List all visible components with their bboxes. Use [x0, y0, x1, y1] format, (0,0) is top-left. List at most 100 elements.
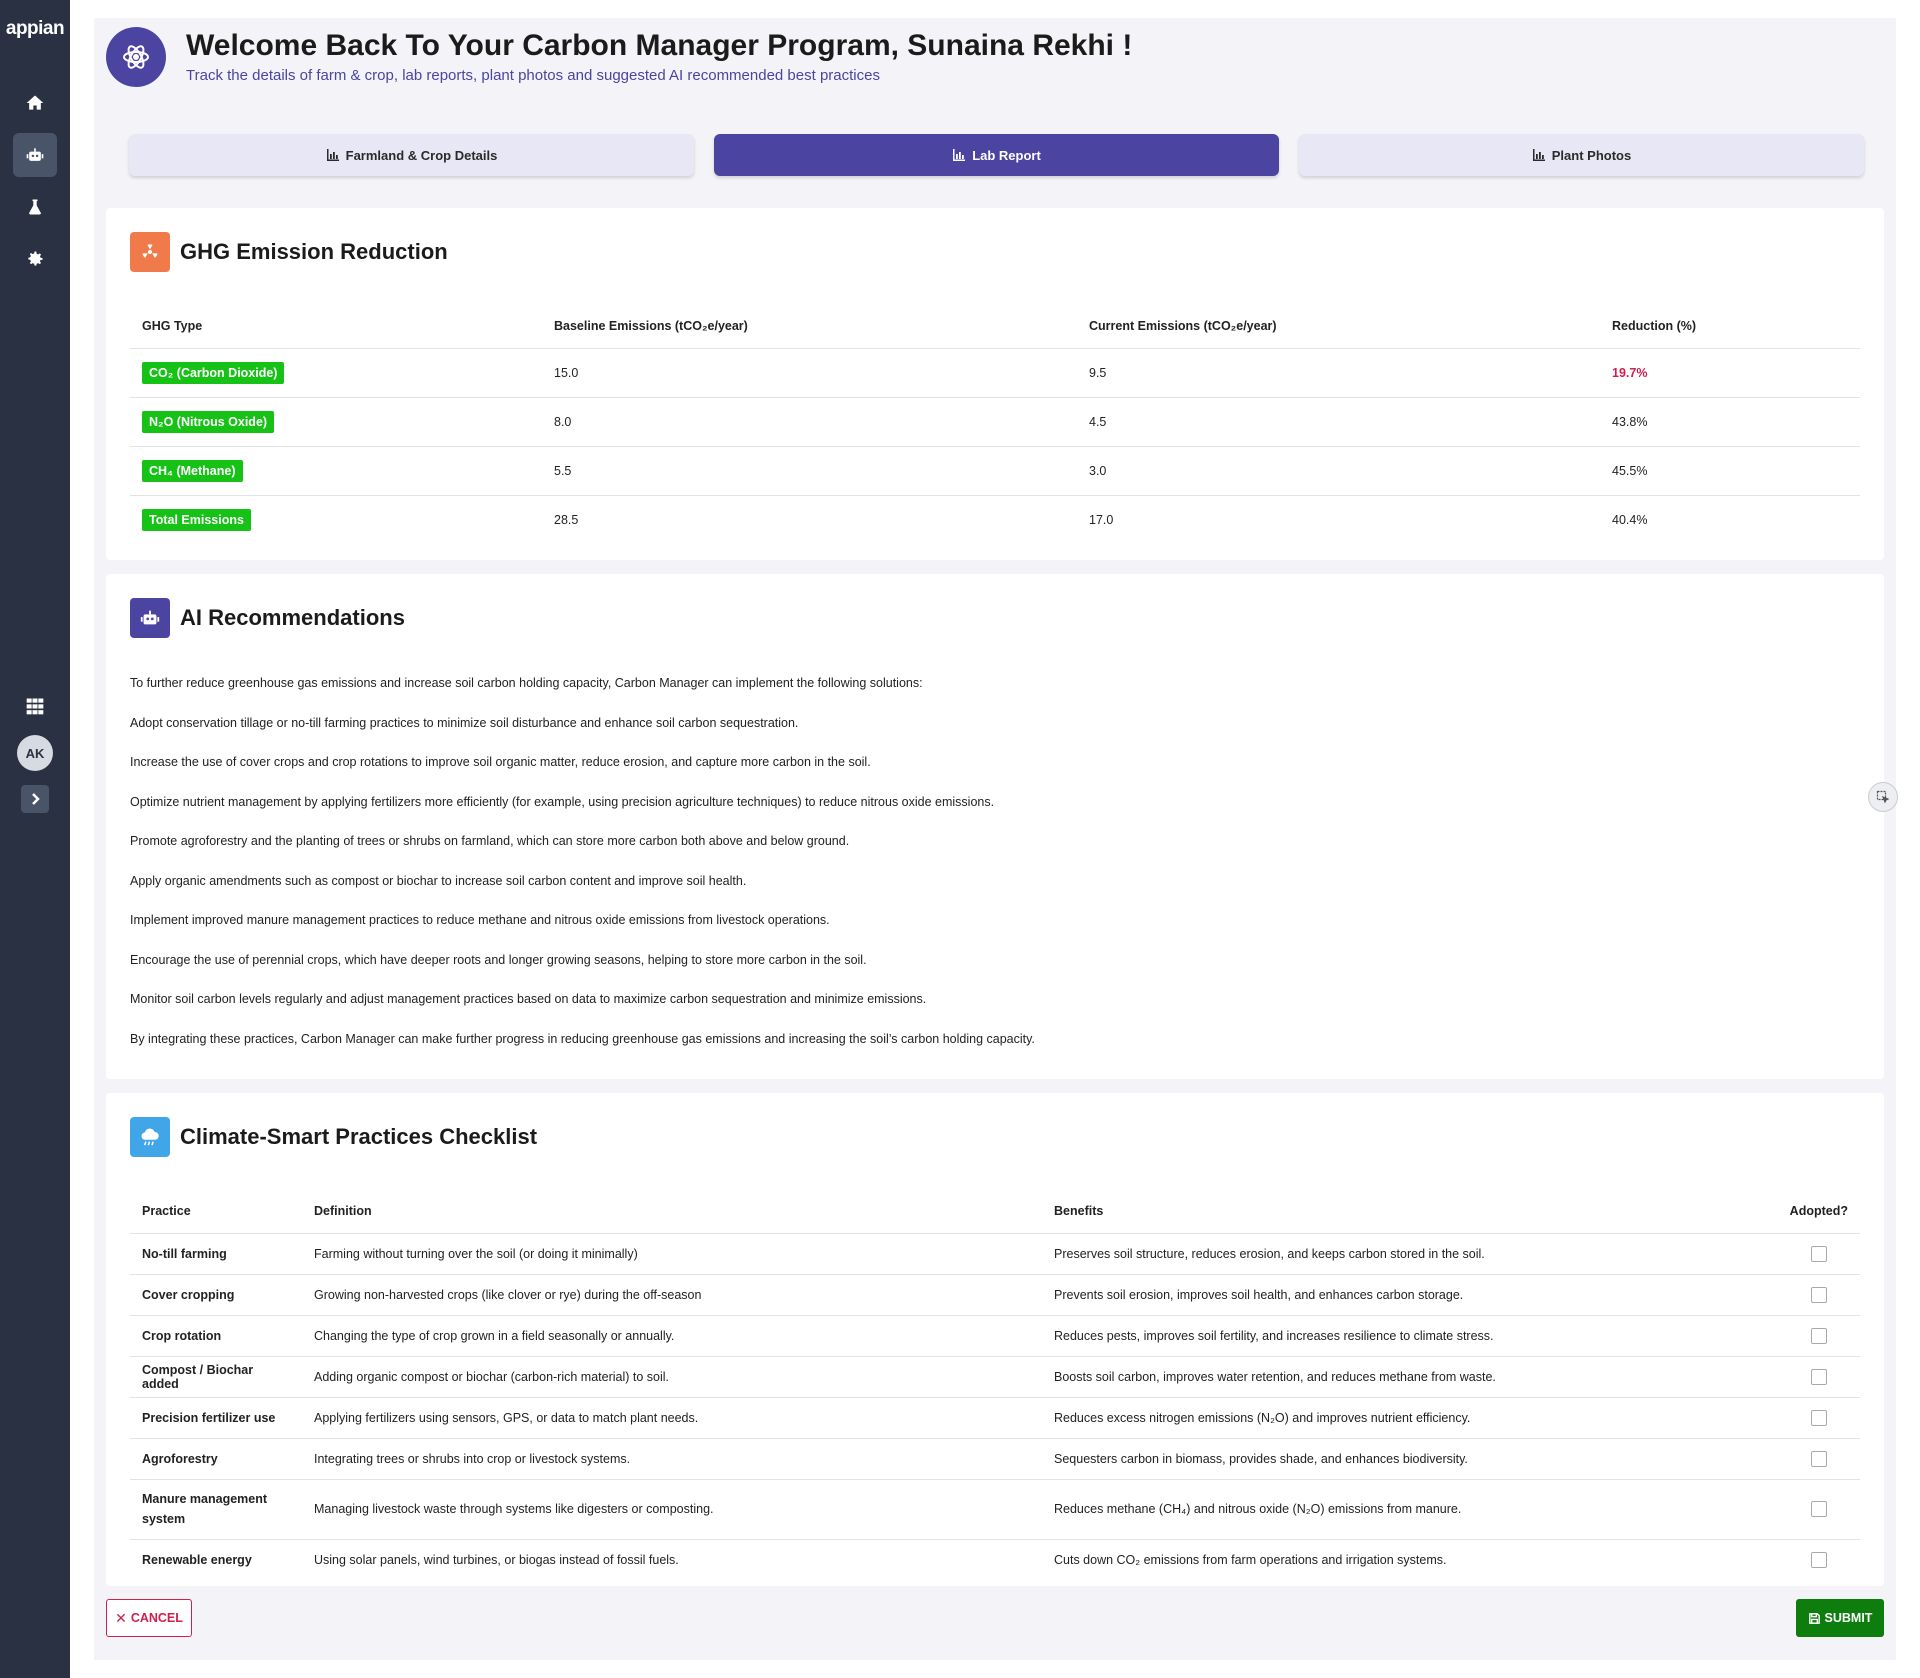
recommendation-paragraph: Optimize nutrient management by applying… — [130, 794, 995, 809]
adopted-checkbox[interactable] — [1811, 1368, 1827, 1385]
page-title: Welcome Back To Your Carbon Manager Prog… — [186, 29, 1133, 62]
adopted-checkbox[interactable] — [1811, 1551, 1827, 1568]
save-icon — [1808, 1612, 1820, 1624]
practice-definition: Adding organic compost or biochar (carbo… — [302, 1356, 1042, 1398]
expand-sidebar-button[interactable] — [21, 785, 49, 813]
current-value: 4.5 — [1077, 397, 1600, 447]
flask-icon — [29, 199, 41, 215]
tab-plant-photos[interactable]: Plant Photos — [1299, 134, 1864, 176]
ghg-type-badge: CH₄ (Methane) — [142, 459, 243, 482]
table-row: CO₂ (Carbon Dioxide) 15.0 9.5 19.7% — [130, 348, 1860, 398]
col-adopted: Adopted? — [1742, 1189, 1860, 1234]
recommendation-paragraph: Apply organic amendments such as compost… — [130, 873, 747, 888]
ghg-type-badge: N₂O (Nitrous Oxide) — [142, 410, 275, 433]
practice-name: Crop rotation — [130, 1315, 302, 1357]
adopted-checkbox[interactable] — [1811, 1409, 1827, 1426]
col-reduction: Reduction (%) — [1600, 304, 1860, 349]
table-row: Renewable energy Using solar panels, win… — [130, 1539, 1860, 1580]
recommendation-paragraph: Implement improved manure management pra… — [130, 913, 830, 927]
baseline-value: 8.0 — [542, 397, 1077, 447]
baseline-value: 5.5 — [542, 446, 1077, 496]
col-ghg-type: GHG Type — [130, 304, 542, 349]
atom-icon — [106, 27, 166, 87]
table-row: Cover cropping Growing non-harvested cro… — [130, 1274, 1860, 1316]
adopted-checkbox[interactable] — [1811, 1286, 1827, 1303]
table-row: Agroforestry Integrating trees or shrubs… — [130, 1438, 1860, 1480]
table-row: CH₄ (Methane) 5.5 3.0 45.5% — [130, 446, 1860, 496]
practice-definition: Using solar panels, wind turbines, or bi… — [314, 1552, 679, 1567]
home-icon — [26, 95, 44, 110]
practice-benefits: Cuts down CO₂ emissions from farm operat… — [1054, 1552, 1447, 1567]
practice-benefits: Sequesters carbon in biomass, provides s… — [1042, 1438, 1742, 1480]
sidebar-item-robot[interactable] — [13, 133, 57, 177]
adopted-checkbox[interactable] — [1811, 1450, 1827, 1467]
submit-label: SUBMIT — [1824, 1611, 1873, 1625]
practice-definition: Managing livestock waste through systems… — [302, 1479, 1042, 1540]
cancel-label: CANCEL — [130, 1611, 183, 1625]
baseline-value: 15.0 — [542, 348, 1077, 398]
recommendation-paragraph: Promote agroforestry and the planting of… — [130, 834, 850, 848]
ghg-emission-card: GHG Emission Reduction GHG Type Baseline… — [106, 208, 1884, 560]
current-value: 3.0 — [1077, 446, 1600, 496]
checklist-title: Climate-Smart Practices Checklist — [180, 1124, 538, 1149]
ai-title: AI Recommendations — [180, 605, 405, 630]
climate-checklist-card: Climate-Smart Practices Checklist Practi… — [106, 1093, 1884, 1586]
current-value: 9.5 — [1077, 348, 1600, 398]
main-content: Welcome Back To Your Carbon Manager Prog… — [94, 18, 1898, 1660]
tab-label: Farmland & Crop Details — [345, 147, 498, 163]
recommendation-paragraph: By integrating these practices, Carbon M… — [130, 1031, 1035, 1046]
gear-icon — [28, 251, 43, 266]
col-baseline: Baseline Emissions (tCO₂e/year) — [542, 304, 1077, 349]
practice-name: Compost / Biochar added — [130, 1356, 302, 1398]
ghg-type-badge: CO₂ (Carbon Dioxide) — [142, 361, 285, 384]
practice-definition: Farming without turning over the soil (o… — [302, 1233, 1042, 1275]
baseline-value: 28.5 — [554, 512, 579, 527]
chart-icon — [953, 149, 966, 161]
practice-benefits: Boosts soil carbon, improves water reten… — [1042, 1356, 1742, 1398]
practice-benefits: Preserves soil structure, reduces erosio… — [1042, 1233, 1742, 1275]
appian-logo[interactable]: appian — [5, 18, 65, 39]
table-row: Manure management system Managing livest… — [130, 1479, 1860, 1540]
recommendation-paragraph: Increase the use of cover crops and crop… — [130, 755, 871, 769]
adopted-checkbox[interactable] — [1811, 1245, 1827, 1262]
table-row: Precision fertilizer use Applying fertil… — [130, 1397, 1860, 1439]
practice-benefits: Reduces methane (CH₄) and nitrous oxide … — [1042, 1479, 1742, 1540]
sidebar-item-home[interactable] — [13, 81, 57, 125]
adopted-checkbox[interactable] — [1811, 1327, 1827, 1344]
recommendation-paragraph: Adopt conservation tillage or no-till fa… — [130, 715, 799, 730]
table-row: N₂O (Nitrous Oxide) 8.0 4.5 43.8% — [130, 397, 1860, 447]
grid-icon — [26, 698, 44, 715]
col-definition: Definition — [302, 1189, 1042, 1234]
sidebar-item-lab[interactable] — [13, 185, 57, 229]
sidebar-item-settings[interactable] — [13, 237, 57, 281]
submit-button[interactable]: SUBMIT — [1796, 1599, 1884, 1637]
chart-icon — [1532, 149, 1545, 161]
practice-definition: Changing the type of crop grown in a fie… — [302, 1315, 1042, 1357]
practice-name: Renewable energy — [142, 1552, 252, 1567]
reduction-value: 45.5% — [1600, 446, 1860, 496]
adopted-checkbox[interactable] — [1811, 1501, 1827, 1517]
tab-farmland-crop-details[interactable]: Farmland & Crop Details — [129, 134, 694, 176]
practice-benefits: Reduces pests, improves soil fertility, … — [1042, 1315, 1742, 1357]
reduction-value: 40.4% — [1612, 512, 1648, 527]
chart-icon — [326, 149, 339, 161]
col-practice: Practice — [130, 1189, 302, 1234]
cloud-rain-icon — [130, 1117, 170, 1157]
floating-select-button[interactable] — [1868, 782, 1898, 812]
practice-definition: Integrating trees or shrubs into crop or… — [302, 1438, 1042, 1480]
tab-lab-report[interactable]: Lab Report — [714, 134, 1279, 176]
reduction-value: 19.7% — [1600, 348, 1860, 398]
ghg-table: GHG Type Baseline Emissions (tCO₂e/year)… — [130, 304, 1860, 544]
ghg-title: GHG Emission Reduction — [180, 239, 448, 264]
tab-label: Lab Report — [972, 147, 1041, 163]
cursor-select-icon — [1876, 790, 1890, 804]
cancel-button[interactable]: ✕ CANCEL — [106, 1599, 192, 1637]
practice-benefits: Reduces excess nitrogen emissions (N₂O) … — [1042, 1397, 1742, 1439]
practice-benefits: Prevents soil erosion, improves soil hea… — [1042, 1274, 1742, 1316]
apps-grid-button[interactable] — [13, 684, 57, 728]
table-row: No-till farming Farming without turning … — [130, 1233, 1860, 1275]
radiation-icon — [130, 232, 170, 272]
recommendation-paragraph: To further reduce greenhouse gas emissio… — [130, 676, 923, 690]
avatar[interactable]: AK — [17, 735, 53, 771]
col-benefits: Benefits — [1042, 1189, 1742, 1234]
